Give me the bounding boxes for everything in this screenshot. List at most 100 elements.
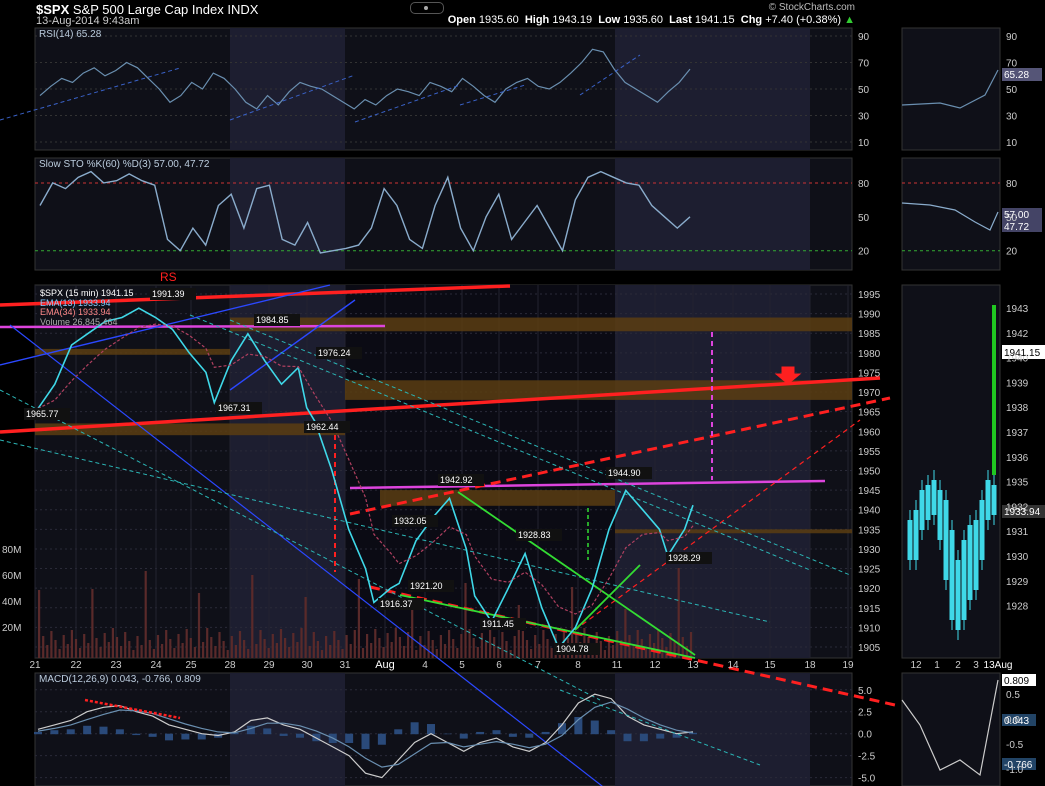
x-axis-label: 24 [150,660,162,671]
x-axis-label: 6 [496,660,502,671]
price-annotation: 1976.24 [318,348,351,358]
volume-bar [325,636,328,658]
volume-bar [427,631,430,658]
price-tick-label: 1970 [858,388,881,399]
side-price-value: 1941.15 [1004,348,1041,359]
macd-histogram-bar [427,724,435,735]
volume-bar [415,650,418,658]
side-candle [913,510,919,560]
x-axis-label: 15 [764,660,776,671]
volume-bar [234,645,237,658]
volume-bar [489,628,492,658]
price-side-tick-label: 1928 [1006,602,1029,613]
down-arrow-icon [774,366,802,385]
red-top-line [0,284,511,307]
volume-bar [189,638,192,658]
price-tick-label: 1975 [858,368,881,379]
volume-bar [202,642,205,658]
volume-bar [255,644,258,658]
volume-bar [156,635,160,658]
macd-signal-line [37,701,694,768]
volume-bar [333,631,336,658]
price-side-tick-label: 1935 [1006,478,1029,489]
sto-side-value-box [1002,220,1042,232]
legend-ema34: EMA(34) 1933.94 [40,307,111,317]
volume-bar [193,647,196,658]
ema-line [37,323,694,615]
volume-bar [111,628,114,658]
macd-histogram-bar [83,725,92,735]
volume-bar [329,645,332,658]
x-axis-label: Aug [375,659,395,671]
up-arrow-icon: ▲ [844,14,855,26]
sto-tick-label: 20 [858,247,870,258]
x-axis-label: 13 [687,660,699,671]
volume-bar [456,648,459,658]
volume-bar [107,642,110,658]
volume-bar [484,642,488,658]
macd-histogram-bar [165,733,173,741]
volume-bar [38,590,41,658]
volume-bar [210,637,213,658]
volume-bar [259,630,262,658]
volume-bar [50,631,53,658]
price-tick-label: 1930 [858,545,881,556]
volume-bar [353,630,356,658]
macd-histogram-bar [525,733,534,738]
volume-bar [279,629,283,658]
volume-bar [263,639,266,658]
price-side-tick-label: 1940 [1006,354,1029,365]
macd-histogram-bar [132,733,141,736]
macd-tick-label: -5.0 [858,774,876,785]
volume-bar [251,575,254,658]
macd-side-tick-label: 0.0 [1006,715,1020,726]
macd-cyan-line [559,689,761,766]
macd-histogram-bar [508,733,517,737]
price-annotation: 1962.44 [306,422,339,432]
volume-bar [46,645,49,658]
chart-datetime: 13-Aug-2014 9:43am [36,15,140,27]
price-side-x-label: 13Aug [984,660,1013,671]
side-candle [931,480,937,515]
volume-bar [296,642,299,658]
rsi-side-tick-label: 10 [1006,138,1018,149]
x-axis-label: 11 [612,660,623,671]
volume-bar [271,634,274,658]
price-tick-label: 1950 [858,467,881,478]
macd-tick-label: 0.0 [858,730,872,741]
macd-histogram-bar [99,726,108,735]
volume-bar [66,644,69,658]
x-axis-label: 19 [842,660,854,671]
volume-bar [612,645,615,658]
cyan-channel [0,389,601,701]
rsi-tick-label: 10 [858,138,870,149]
price-tick-label: 1990 [858,310,881,321]
legend-price: $SPX (15 min) 1941.15 [40,288,134,298]
volume-bar [79,648,82,658]
support-zone [345,380,852,400]
volume-bar [312,632,315,658]
side-ema-value: 1933.94 [1004,507,1041,518]
rsi-trend-line [229,74,356,121]
side-price-box [1002,345,1045,359]
blue-line [9,324,603,786]
red-dashed-support [369,585,896,707]
high-value: 1943.19 [552,14,593,26]
rsi-trend-line [0,67,181,121]
volume-bar [316,641,319,658]
support-zone [615,529,852,534]
volume-bar [120,646,123,658]
macd-histogram-bar [230,732,239,735]
side-candle [955,560,961,630]
volume-bar [140,645,143,658]
red-dashed-channel [349,396,891,516]
price-tick-label: 1925 [858,565,881,576]
price-tick-label: 1945 [858,486,881,497]
chart-menu-button[interactable] [410,2,444,14]
volume-bar [468,629,471,658]
high-label: High [524,14,550,26]
symbol: $SPX [36,2,70,17]
macd-side-tick-label: 0.5 [1006,690,1020,701]
green-wedge-line [574,564,641,631]
sto-session-shade [230,158,345,270]
